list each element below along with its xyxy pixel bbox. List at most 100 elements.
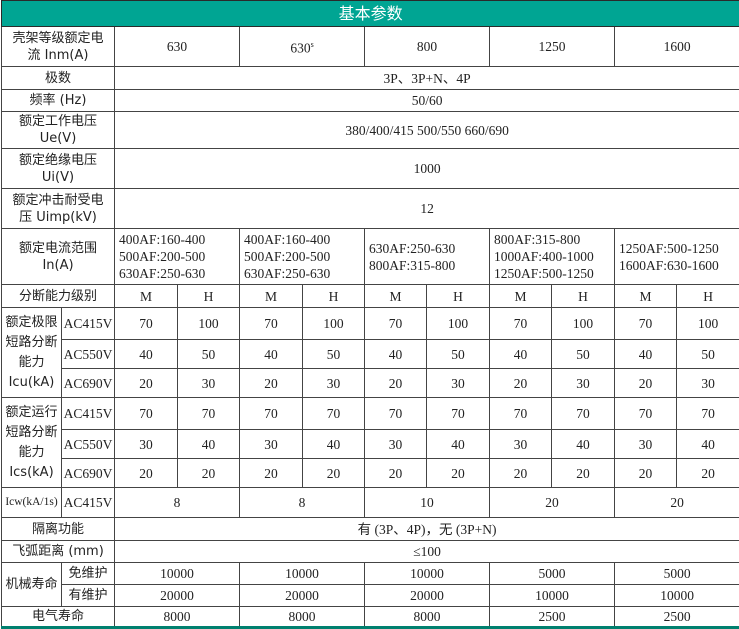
- value-cell: 100: [552, 308, 615, 340]
- range-line: 1250AF:500-1250: [619, 240, 739, 257]
- value-cell: 50: [178, 340, 240, 369]
- value-cell: 100: [178, 308, 240, 340]
- value-cell: 20: [365, 369, 427, 398]
- value-cell: 20: [677, 459, 739, 488]
- row-label: 额定绝缘电压 Ui(V): [2, 149, 115, 189]
- row-label: 额定电流范围 In(A): [2, 229, 115, 285]
- value-cell: 8000: [365, 607, 490, 628]
- frame-value-text: 630: [290, 41, 310, 56]
- row-label: 额定工作电压 Ue(V): [2, 112, 115, 149]
- row-value: 3P、3P+N、4P: [115, 67, 739, 90]
- value-cell: 30: [303, 369, 365, 398]
- value-cell: 70: [490, 398, 552, 430]
- grade-h: H: [427, 285, 490, 308]
- value-cell: 40: [178, 430, 240, 459]
- frame-value: 1250: [490, 27, 615, 67]
- value-cell: 50: [677, 340, 739, 369]
- value-cell: 30: [240, 430, 303, 459]
- range-line: 1000AF:400-1000: [494, 248, 614, 265]
- value-cell: 30: [115, 430, 178, 459]
- frame-value-text: 1250: [539, 39, 566, 54]
- value-cell: 70: [115, 398, 178, 430]
- value-cell: 10000: [490, 585, 615, 607]
- value-cell: 30: [677, 369, 739, 398]
- value-cell: 70: [240, 308, 303, 340]
- value-cell: 40: [240, 340, 303, 369]
- table-title: 基本参数: [2, 1, 739, 27]
- value-cell: 10000: [115, 563, 240, 585]
- value-cell: 8000: [115, 607, 240, 628]
- value-cell: 20: [115, 459, 178, 488]
- grade-h: H: [552, 285, 615, 308]
- range-line: 500AF:200-500: [244, 248, 364, 265]
- sub-label: 免维护: [62, 563, 115, 585]
- value-cell: 70: [365, 308, 427, 340]
- value-cell: 70: [615, 308, 677, 340]
- value-cell: 20: [615, 369, 677, 398]
- value-cell: 70: [115, 308, 178, 340]
- value-cell: 50: [552, 340, 615, 369]
- frame-value: 630: [115, 27, 240, 67]
- grade-h: H: [677, 285, 739, 308]
- range-line: 630AF:250-630: [244, 265, 364, 282]
- value-cell: 20: [490, 459, 552, 488]
- grade-h: H: [303, 285, 365, 308]
- value-cell: 8: [240, 488, 365, 518]
- value-cell: 10000: [240, 563, 365, 585]
- value-cell: 20: [427, 459, 490, 488]
- value-cell: 70: [490, 308, 552, 340]
- value-cell: 40: [115, 340, 178, 369]
- value-cell: 50: [427, 340, 490, 369]
- value-cell: 20000: [115, 585, 240, 607]
- value-cell: 70: [240, 398, 303, 430]
- frame-value: 800: [365, 27, 490, 67]
- value-cell: 8: [115, 488, 240, 518]
- value-cell: 70: [303, 398, 365, 430]
- arc_distance-row: 飞弧距离 (mm)≤100: [2, 541, 739, 563]
- value-cell: 20: [303, 459, 365, 488]
- row-value: 有 (3P、4P)，无 (3P+N): [115, 518, 739, 541]
- range-line: 400AF:160-400: [244, 231, 364, 248]
- value-cell: 20000: [240, 585, 365, 607]
- row-label: 机械寿命: [2, 563, 62, 607]
- header-row: 基本参数: [2, 1, 739, 27]
- row-label: 电气寿命: [2, 607, 115, 628]
- value-cell: 100: [677, 308, 739, 340]
- uimp-row: 额定冲击耐受电压 Uimp(kV)12: [2, 189, 739, 229]
- value-cell: 50: [303, 340, 365, 369]
- value-cell: 20000: [365, 585, 490, 607]
- superscript: s: [311, 40, 314, 49]
- row-label: 额定极限短路分断能力Icu(kA): [2, 308, 62, 398]
- value-cell: 20: [490, 488, 615, 518]
- grade-m: M: [490, 285, 552, 308]
- value-cell: 5000: [490, 563, 615, 585]
- voltage-label: AC415V: [62, 398, 115, 430]
- value-cell: 70: [427, 398, 490, 430]
- value-cell: 40: [552, 430, 615, 459]
- ue-row: 额定工作电压 Ue(V)380/400/415 500/550 660/690: [2, 112, 739, 149]
- value-cell: 20: [615, 459, 677, 488]
- row-value: 1000: [115, 149, 739, 189]
- value-cell: 20: [115, 369, 178, 398]
- value-cell: 40: [427, 430, 490, 459]
- row-label: 壳架等级额定电流 Inm(A): [2, 27, 115, 67]
- value-cell: 100: [427, 308, 490, 340]
- range-line: 800AF:315-800: [369, 257, 489, 274]
- grade-h: H: [178, 285, 240, 308]
- value-cell: 30: [615, 430, 677, 459]
